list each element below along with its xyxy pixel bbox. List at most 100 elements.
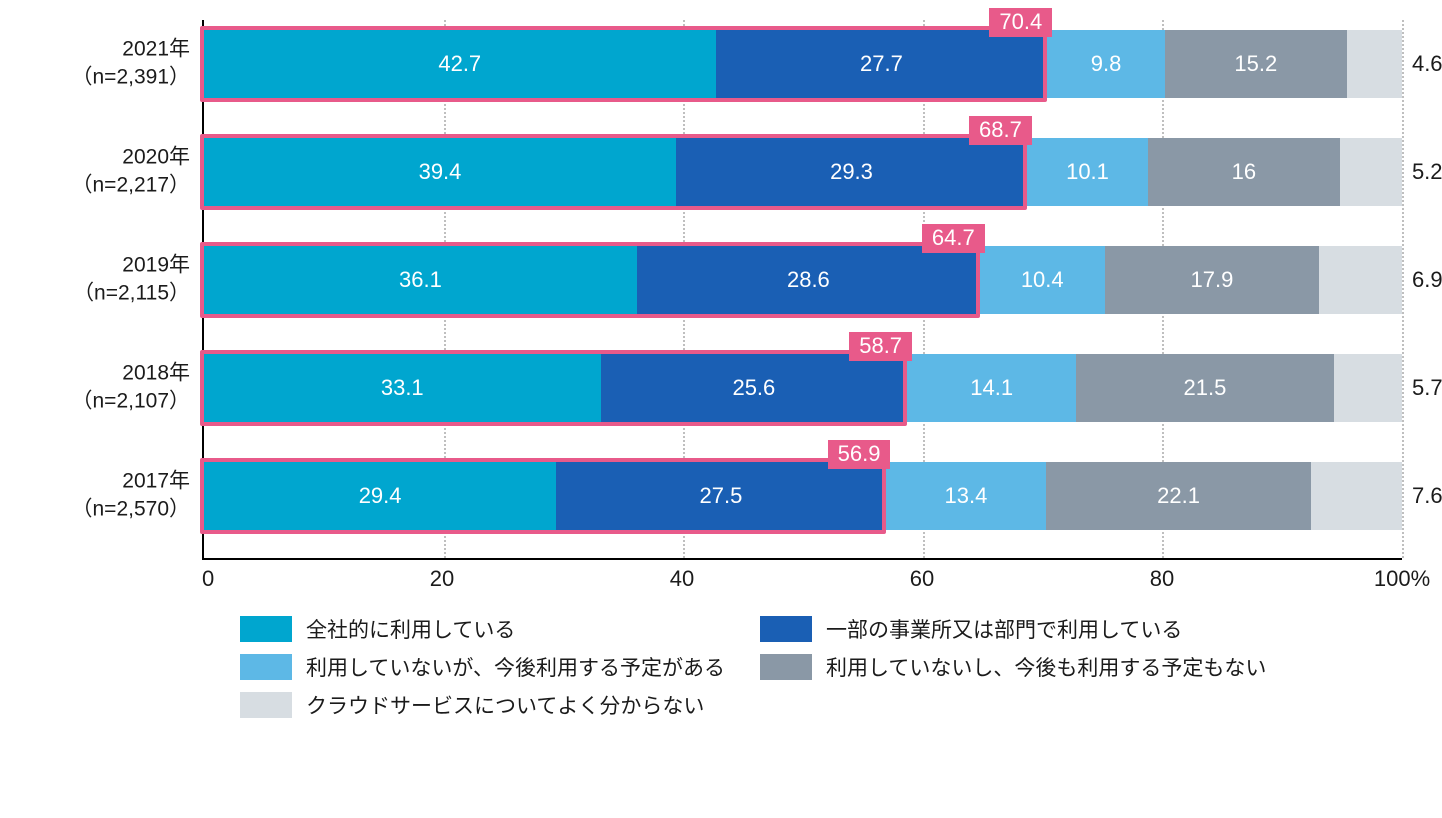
legend-item: 全社的に利用している bbox=[240, 614, 740, 644]
legend-label: 一部の事業所又は部門で利用している bbox=[826, 614, 1182, 644]
segment-value: 10.4 bbox=[1021, 267, 1064, 293]
bar-segment: 14.1 bbox=[907, 354, 1076, 422]
bar-row: 2017年（n=2,570）29.427.513.422.17.656.9 bbox=[204, 462, 1402, 530]
segment-value: 27.5 bbox=[700, 483, 743, 509]
bar-segment: 5.2 bbox=[1340, 138, 1402, 206]
segment-value: 9.8 bbox=[1091, 51, 1122, 77]
bar-segment: 25.6 bbox=[601, 354, 908, 422]
legend-label: クラウドサービスについてよく分からない bbox=[306, 690, 704, 720]
row-year: 2018年 bbox=[122, 362, 190, 385]
bar-segment: 9.8 bbox=[1047, 30, 1164, 98]
row-label: 2017年 （n=2,570） bbox=[49, 468, 204, 525]
bar-segment: 36.1 bbox=[204, 246, 637, 314]
stacked-bar-chart: 2021年（n=2,391）42.727.79.815.24.670.42020… bbox=[40, 20, 1402, 720]
row-label: 2018年 （n=2,107） bbox=[49, 360, 204, 417]
row-label: 2019年 （n=2,115） bbox=[49, 252, 204, 309]
bar-segment: 5.7 bbox=[1334, 354, 1402, 422]
segment-value: 22.1 bbox=[1157, 483, 1200, 509]
bar-segment: 17.9 bbox=[1105, 246, 1320, 314]
highlight-badge: 70.4 bbox=[989, 8, 1052, 37]
bar: 36.1 28.6 10.4 17.9 6.9 bbox=[204, 246, 1402, 314]
legend-item: 利用していないし、今後も利用する予定もない bbox=[760, 652, 1400, 682]
legend-label: 全社的に利用している bbox=[306, 614, 515, 644]
highlight-badge: 64.7 bbox=[922, 224, 985, 253]
x-tick: 0 bbox=[202, 566, 214, 592]
legend: 全社的に利用している 一部の事業所又は部門で利用している利用していないが、今後利用… bbox=[240, 614, 1402, 720]
x-tick: 80 bbox=[1150, 566, 1174, 592]
segment-value: 29.4 bbox=[359, 483, 402, 509]
x-axis: 020406080100 bbox=[202, 560, 1402, 596]
bar-segment: 33.1 bbox=[204, 354, 601, 422]
segment-value: 6.9 bbox=[1402, 267, 1442, 293]
bar-segment: 4.6 bbox=[1347, 30, 1402, 98]
segment-value: 28.6 bbox=[787, 267, 830, 293]
bar-row: 2018年（n=2,107）33.125.614.121.55.758.7 bbox=[204, 354, 1402, 422]
row-year: 2019年 bbox=[122, 254, 190, 277]
row-n: （n=2,217） bbox=[49, 172, 190, 200]
segment-value: 25.6 bbox=[732, 375, 775, 401]
legend-item: 利用していないが、今後利用する予定がある bbox=[240, 652, 740, 682]
legend-swatch bbox=[240, 654, 292, 680]
bar-segment: 27.5 bbox=[556, 462, 885, 530]
row-year: 2017年 bbox=[122, 470, 190, 493]
x-tick: 20 bbox=[430, 566, 454, 592]
bar-segment: 27.7 bbox=[716, 30, 1048, 98]
legend-swatch bbox=[240, 692, 292, 718]
row-n: （n=2,570） bbox=[49, 496, 190, 524]
segment-value: 39.4 bbox=[419, 159, 462, 185]
x-tick: 60 bbox=[910, 566, 934, 592]
segment-value: 13.4 bbox=[944, 483, 987, 509]
legend-swatch bbox=[760, 654, 812, 680]
bar-segment: 13.4 bbox=[886, 462, 1047, 530]
segment-value: 4.6 bbox=[1402, 51, 1442, 77]
legend-item: クラウドサービスについてよく分からない bbox=[240, 690, 740, 720]
legend-label: 利用していないが、今後利用する予定がある bbox=[306, 652, 725, 682]
x-tick: 40 bbox=[670, 566, 694, 592]
bar-segment: 22.1 bbox=[1046, 462, 1311, 530]
bar: 42.7 27.7 9.8 15.2 4.6 bbox=[204, 30, 1402, 98]
bar: 39.4 29.3 10.1 16 5.2 bbox=[204, 138, 1402, 206]
bar-segment: 42.7 bbox=[204, 30, 716, 98]
row-n: （n=2,107） bbox=[49, 388, 190, 416]
row-n: （n=2,391） bbox=[49, 64, 190, 92]
legend-swatch bbox=[240, 616, 292, 642]
bar-row: 2021年（n=2,391）42.727.79.815.24.670.4 bbox=[204, 30, 1402, 98]
segment-value: 5.7 bbox=[1402, 375, 1442, 401]
bar-segment: 29.4 bbox=[204, 462, 556, 530]
highlight-badge: 56.9 bbox=[828, 440, 891, 469]
row-label: 2021年 （n=2,391） bbox=[49, 36, 204, 93]
highlight-badge: 58.7 bbox=[849, 332, 912, 361]
bar-row: 2019年（n=2,115）36.128.610.417.96.964.7 bbox=[204, 246, 1402, 314]
legend-label: 利用していないし、今後も利用する予定もない bbox=[826, 652, 1266, 682]
segment-value: 33.1 bbox=[381, 375, 424, 401]
segment-value: 36.1 bbox=[399, 267, 442, 293]
bar-segment: 21.5 bbox=[1076, 354, 1334, 422]
segment-value: 5.2 bbox=[1402, 159, 1442, 185]
x-tick: 100 bbox=[1374, 566, 1430, 592]
bar-segment: 7.6 bbox=[1311, 462, 1402, 530]
bar-segment: 10.1 bbox=[1027, 138, 1148, 206]
segment-value: 42.7 bbox=[438, 51, 481, 77]
bar-segment: 15.2 bbox=[1165, 30, 1347, 98]
row-label: 2020年 （n=2,217） bbox=[49, 144, 204, 201]
row-year: 2021年 bbox=[122, 38, 190, 61]
segment-value: 15.2 bbox=[1234, 51, 1277, 77]
segment-value: 17.9 bbox=[1190, 267, 1233, 293]
segment-value: 16 bbox=[1232, 159, 1256, 185]
row-year: 2020年 bbox=[122, 146, 190, 169]
legend-item: 一部の事業所又は部門で利用している bbox=[760, 614, 1400, 644]
bar-segment: 28.6 bbox=[637, 246, 980, 314]
segment-value: 27.7 bbox=[860, 51, 903, 77]
segment-value: 29.3 bbox=[830, 159, 873, 185]
highlight-badge: 68.7 bbox=[969, 116, 1032, 145]
bar: 33.1 25.6 14.1 21.5 5.7 bbox=[204, 354, 1402, 422]
bar-segment: 6.9 bbox=[1319, 246, 1402, 314]
plot-area: 2021年（n=2,391）42.727.79.815.24.670.42020… bbox=[202, 20, 1402, 560]
bar-segment: 16 bbox=[1148, 138, 1340, 206]
segment-value: 21.5 bbox=[1183, 375, 1226, 401]
segment-value: 14.1 bbox=[970, 375, 1013, 401]
segment-value: 7.6 bbox=[1402, 483, 1442, 509]
legend-swatch bbox=[760, 616, 812, 642]
bar-row: 2020年（n=2,217）39.429.310.1165.268.7 bbox=[204, 138, 1402, 206]
row-n: （n=2,115） bbox=[49, 280, 190, 308]
